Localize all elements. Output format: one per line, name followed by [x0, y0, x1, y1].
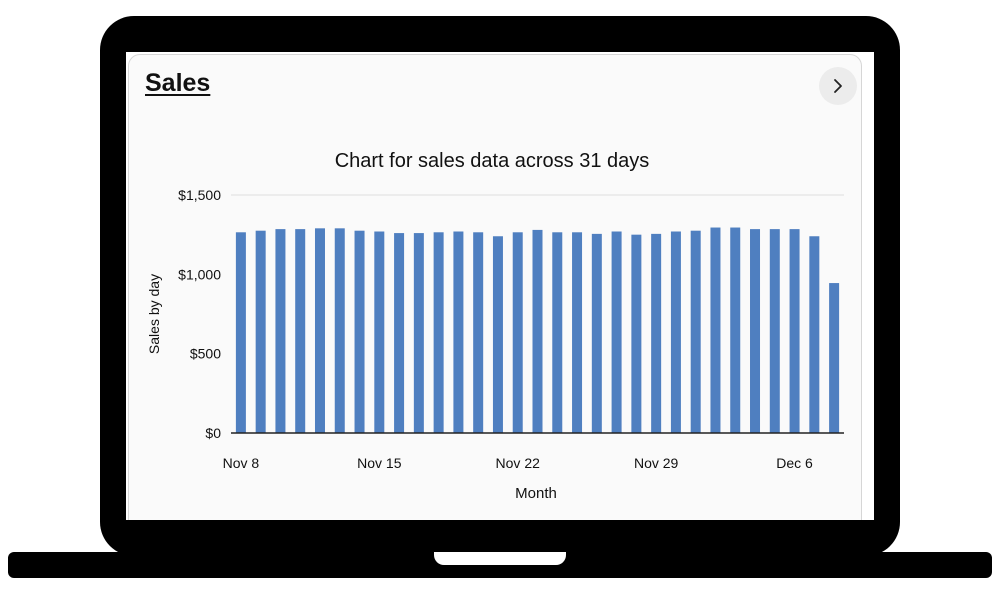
bar-nov-17 — [413, 233, 424, 433]
y-axis-ticks: $0 $500 $1,000 $1,500 — [178, 187, 221, 441]
bar-nov-29 — [651, 233, 662, 433]
screen: Sales Chart for sales data across 31 day… — [126, 52, 874, 520]
bar-dec-4 — [750, 229, 761, 433]
bar-dec-1 — [690, 230, 701, 433]
card-title: Sales — [145, 69, 211, 97]
bar-nov-30 — [670, 231, 681, 433]
bar-nov-22 — [512, 232, 523, 433]
bar-dec-3 — [730, 227, 741, 433]
bar-nov-23 — [532, 229, 543, 433]
chart-bars — [235, 227, 840, 433]
x-tick-label: Nov 22 — [496, 455, 541, 471]
x-tick-label: Nov 15 — [357, 455, 402, 471]
bar-nov-27 — [611, 231, 622, 433]
bar-nov-13 — [334, 228, 345, 433]
y-axis-label: Sales by day — [146, 274, 162, 354]
bar-dec-5 — [769, 229, 780, 433]
bar-nov-8 — [235, 232, 246, 433]
bar-nov-14 — [354, 230, 365, 433]
bar-dec-8 — [829, 283, 840, 433]
bar-nov-21 — [492, 236, 503, 433]
x-tick-label: Dec 6 — [776, 455, 813, 471]
chart-title: Chart for sales data across 31 days — [335, 150, 650, 172]
bar-nov-26 — [591, 233, 602, 433]
bar-nov-24 — [552, 232, 563, 433]
bar-dec-6 — [789, 229, 800, 433]
bar-nov-11 — [295, 229, 306, 433]
bar-nov-25 — [572, 232, 583, 433]
y-tick-label: $1,500 — [178, 187, 221, 203]
x-tick-label: Nov 8 — [223, 455, 260, 471]
bar-nov-10 — [275, 229, 286, 433]
y-tick-label: $1,000 — [178, 266, 221, 282]
bar-dec-2 — [710, 227, 721, 433]
bar-nov-15 — [374, 231, 385, 433]
bar-nov-16 — [394, 233, 405, 433]
sales-bar-chart: Chart for sales data across 31 days Sale… — [146, 150, 844, 502]
bar-nov-20 — [473, 232, 484, 433]
next-button[interactable] — [819, 67, 857, 105]
y-tick-label: $0 — [205, 425, 221, 441]
bar-nov-9 — [255, 230, 266, 433]
y-tick-label: $500 — [190, 346, 221, 362]
bar-nov-12 — [314, 228, 325, 433]
bar-nov-18 — [433, 232, 444, 433]
bar-dec-7 — [809, 236, 820, 433]
bar-nov-28 — [631, 234, 642, 433]
x-axis-ticks: Nov 8 Nov 15 Nov 22 Nov 29 Dec 6 — [223, 455, 813, 471]
chevron-right-icon — [834, 79, 842, 93]
laptop-notch — [434, 552, 566, 565]
x-axis-label: Month — [515, 485, 557, 502]
bar-nov-19 — [453, 231, 464, 433]
x-tick-label: Nov 29 — [634, 455, 679, 471]
